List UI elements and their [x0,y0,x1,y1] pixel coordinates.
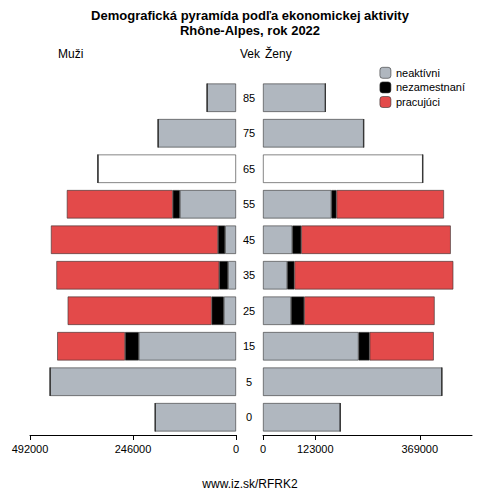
svg-text:Demografická pyramída podľa ek: Demografická pyramída podľa ekonomickej … [91,8,410,23]
svg-text:5: 5 [246,376,252,388]
svg-text:65: 65 [243,163,255,175]
svg-text:Vek: Vek [240,47,261,61]
svg-text:0: 0 [260,443,266,455]
svg-text:nezamestnaní: nezamestnaní [396,81,465,93]
svg-text:neaktívni: neaktívni [396,67,440,79]
svg-text:45: 45 [243,234,255,246]
svg-text:35: 35 [243,269,255,281]
svg-text:Ženy: Ženy [265,46,292,61]
svg-text:246000: 246000 [115,443,152,455]
svg-text:369000: 369000 [401,443,438,455]
svg-text:55: 55 [243,198,255,210]
svg-text:Muži: Muži [58,47,83,61]
svg-text:85: 85 [243,92,255,104]
svg-text:25: 25 [243,305,255,317]
svg-text:www.iz.sk/RFRK2: www.iz.sk/RFRK2 [201,477,298,491]
svg-text:0: 0 [233,443,239,455]
svg-text:15: 15 [243,340,255,352]
svg-text:75: 75 [243,127,255,139]
svg-text:0: 0 [246,411,252,423]
svg-text:123000: 123000 [297,443,334,455]
svg-text:492000: 492000 [12,443,49,455]
svg-text:pracujúci: pracujúci [396,96,440,108]
svg-text:Rhône-Alpes, rok 2022: Rhône-Alpes, rok 2022 [180,23,320,38]
